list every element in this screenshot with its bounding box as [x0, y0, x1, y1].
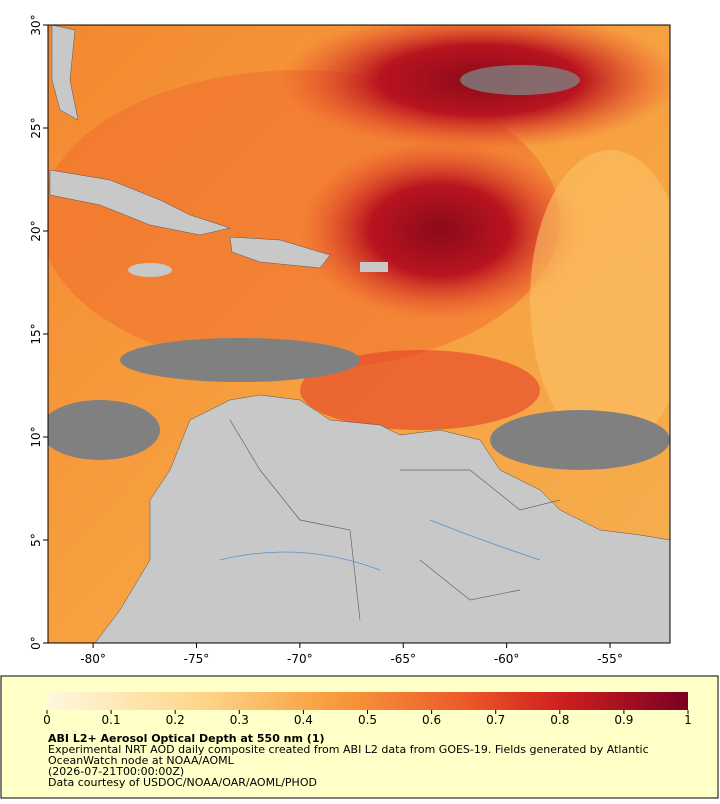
colorbar-tick-label: 0.7	[486, 713, 505, 727]
colorbar-tick-label: 0.3	[230, 713, 249, 727]
x-tick-label: -55°	[597, 652, 623, 666]
y-tick-label: 20°	[29, 220, 43, 241]
colorbar-tick-label: 0.5	[358, 713, 377, 727]
title: ABI L2+ Aerosol Optical Depth at 550 nm …	[48, 732, 325, 745]
x-tick-label: -60°	[494, 652, 520, 666]
colorbar-tick-label: 0.2	[166, 713, 185, 727]
y-tick-label: 30°	[29, 14, 43, 35]
colorbar-tick-label: 1	[684, 713, 692, 727]
colorbar-tick-label: 0.4	[294, 713, 313, 727]
colorbar-tick-label: 0	[43, 713, 51, 727]
y-tick-label: 25°	[29, 117, 43, 138]
x-tick-label: -65°	[390, 652, 416, 666]
map-plot	[48, 25, 670, 643]
y-tick-label: 0°	[29, 636, 43, 650]
y-tick-label: 15°	[29, 323, 43, 344]
colorbar	[47, 692, 688, 710]
caption-line: OceanWatch node at NOAA/AOML	[48, 754, 235, 767]
caption-line: Data courtesy of USDOC/NOAA/OAR/AOML/PHO…	[48, 776, 317, 789]
y-tick-label: 10°	[29, 426, 43, 447]
x-tick-label: -80°	[80, 652, 106, 666]
caption-line: (2026-07-21T00:00:00Z)	[48, 765, 184, 778]
colorbar-tick-label: 0.1	[102, 713, 121, 727]
colorbar-tick-label: 0.9	[614, 713, 633, 727]
caption: Experimental NRT AOD daily composite cre…	[48, 743, 649, 789]
colorbar-tick-label: 0.8	[550, 713, 569, 727]
x-tick-label: -70°	[287, 652, 313, 666]
x-tick-label: -75°	[184, 652, 210, 666]
caption-line: Experimental NRT AOD daily composite cre…	[48, 743, 649, 756]
y-tick-label: 5°	[29, 533, 43, 547]
colorbar-tick-label: 0.6	[422, 713, 441, 727]
